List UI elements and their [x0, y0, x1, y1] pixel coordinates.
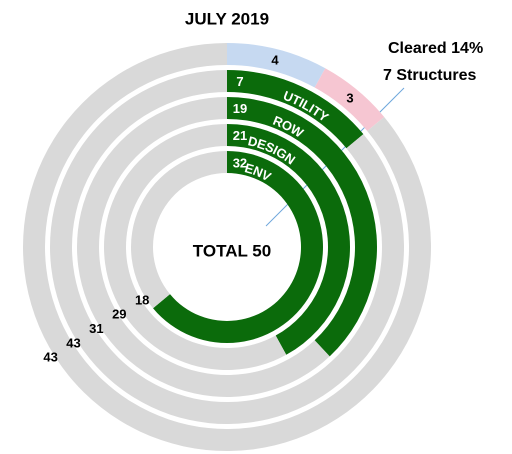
value-label: 29	[112, 307, 126, 322]
value-label: 21	[233, 128, 247, 143]
value-label: 3	[346, 91, 353, 106]
ring-segment	[104, 124, 287, 370]
value-label: 18	[135, 292, 149, 307]
center-label: TOTAL 50	[193, 241, 271, 260]
ring-segment	[314, 68, 385, 131]
ring-segment	[227, 70, 364, 149]
value-label: 43	[66, 335, 80, 350]
value-label: 7	[236, 74, 243, 89]
value-label: 32	[233, 155, 247, 170]
ring-segment	[76, 97, 330, 398]
value-label: 31	[89, 321, 103, 336]
annotation: 7 Structures	[383, 67, 476, 84]
value-label: 43	[43, 350, 57, 365]
value-label: 4	[271, 53, 279, 68]
ring-segment	[227, 124, 351, 355]
ring-segment	[153, 151, 323, 343]
ring-segment	[131, 151, 227, 309]
ring-segment	[227, 43, 326, 88]
ring-segment	[227, 97, 377, 357]
value-label: 19	[233, 101, 247, 116]
chart-title: JULY 2019	[185, 9, 269, 28]
annotation: Cleared 14%	[388, 40, 483, 57]
